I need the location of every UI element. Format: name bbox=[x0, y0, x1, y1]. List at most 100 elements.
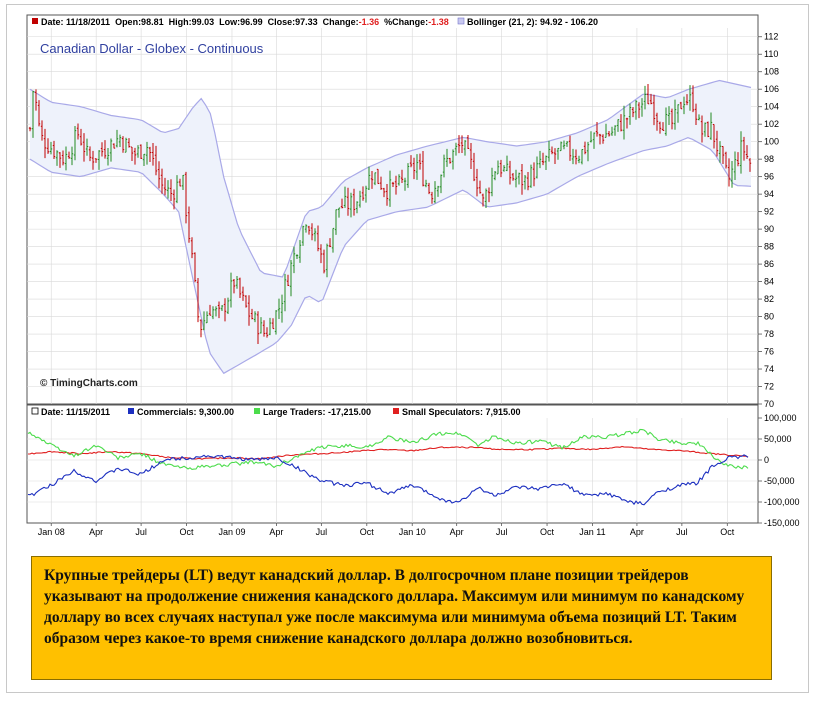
ohlc-bar bbox=[610, 126, 614, 136]
price-legend-text: Date: 11/18/2011 Open:98.81 High:99.03 Low:… bbox=[41, 17, 449, 27]
ohlc-bar bbox=[151, 143, 155, 166]
ohlc-bar bbox=[370, 171, 374, 189]
ohlc-bar bbox=[745, 145, 749, 159]
ohlc-bar bbox=[415, 154, 419, 180]
chart-svg: 112 110 108 106 104 102 100 98 96 94 92 90 88 86 84 82 8… bbox=[26, 14, 800, 537]
ohlc-bar bbox=[94, 158, 98, 163]
price-y-tick-label: 96 bbox=[764, 172, 774, 182]
ohlc-bar bbox=[193, 252, 197, 283]
ohlc-bar bbox=[412, 157, 416, 180]
ohlc-bar bbox=[604, 123, 608, 138]
legend-high: High:99.03 bbox=[169, 17, 215, 27]
ohlc-bar bbox=[373, 172, 377, 186]
ohlc-bar bbox=[442, 154, 446, 178]
ohlc-bar bbox=[367, 166, 371, 191]
ohlc-bar bbox=[709, 112, 713, 140]
ohlc-bar bbox=[637, 102, 641, 119]
ohlc-bar bbox=[673, 99, 677, 130]
watermark: © TimingCharts.com bbox=[40, 378, 138, 389]
ohlc-bar bbox=[358, 190, 362, 208]
ohlc-bar bbox=[400, 169, 404, 183]
x-tick-label: Oct bbox=[180, 527, 195, 537]
ohlc-bar bbox=[46, 138, 50, 154]
ohlc-bar bbox=[244, 295, 248, 308]
ohlc-bar bbox=[28, 126, 32, 132]
price-y-axis: 112 110 108 106 104 102 100 98 96 94 92 90 88 86 84 82 8… bbox=[758, 32, 779, 409]
ohlc-bar bbox=[676, 104, 680, 123]
ohlc-bar bbox=[385, 184, 389, 206]
ohlc-bar bbox=[145, 141, 149, 165]
ohlc-bar bbox=[148, 146, 152, 162]
cot-y-axis: 100,000 50,000 0 -50,000 -100,000 -150,000 bbox=[758, 413, 800, 528]
ohlc-bar bbox=[376, 168, 380, 185]
ohlc-bar bbox=[472, 152, 476, 182]
ohlc-bar bbox=[703, 122, 707, 137]
ohlc-bar bbox=[352, 188, 356, 216]
x-tick-label: Oct bbox=[540, 527, 555, 537]
ohlc-bar bbox=[466, 135, 470, 150]
commercials-legend-swatch bbox=[128, 408, 134, 414]
ohlc-bar bbox=[520, 163, 524, 195]
cot-lines bbox=[27, 428, 749, 506]
ohlc-bar bbox=[286, 274, 290, 287]
price-y-tick-label: 94 bbox=[764, 189, 774, 199]
ohlc-bar bbox=[214, 306, 218, 317]
ohlc-bar bbox=[562, 140, 566, 150]
ohlc-bar bbox=[601, 134, 605, 144]
legend-close: Close:97.33 bbox=[268, 17, 318, 27]
ohlc-bar bbox=[535, 156, 539, 179]
ohlc-bar bbox=[436, 185, 440, 197]
ohlc-bar bbox=[670, 108, 674, 130]
ohlc-bar bbox=[550, 146, 554, 155]
ohlc-bar bbox=[301, 225, 305, 246]
ohlc-bar bbox=[355, 201, 359, 214]
ohlc-bar bbox=[70, 146, 74, 166]
ohlc-bar bbox=[190, 237, 194, 259]
x-tick-label: Apr bbox=[269, 527, 283, 537]
ohlc-bar bbox=[229, 272, 233, 308]
ohlc-bar bbox=[184, 171, 188, 224]
ohlc-bar bbox=[313, 228, 317, 242]
ohlc-bar bbox=[250, 308, 254, 320]
ohlc-bar bbox=[163, 177, 167, 196]
ohlc-bar bbox=[691, 85, 695, 113]
ohlc-bar bbox=[100, 142, 104, 157]
legend-pct-value: -1.38 bbox=[428, 17, 449, 27]
ohlc-bar bbox=[463, 140, 467, 156]
ohlc-bar bbox=[157, 161, 161, 189]
ohlc-bar bbox=[616, 119, 620, 132]
bollinger-lower-line bbox=[29, 137, 752, 375]
ohlc-bar bbox=[595, 121, 599, 137]
x-tick-label: Jul bbox=[316, 527, 328, 537]
legend-change-value: -1.36 bbox=[359, 17, 380, 27]
ohlc-bar bbox=[508, 160, 512, 185]
ohlc-bar bbox=[43, 128, 47, 159]
price-y-tick-label: 112 bbox=[764, 32, 778, 42]
ohlc-bar bbox=[382, 187, 386, 198]
ohlc-bar bbox=[733, 151, 737, 181]
cot-legend-date: Date: 11/15/2011 bbox=[41, 407, 110, 417]
ohlc-bar bbox=[589, 131, 593, 143]
ohlc-bar bbox=[274, 310, 278, 335]
ohlc-bar bbox=[34, 89, 38, 111]
price-legend-swatch bbox=[32, 18, 38, 24]
legend-low: Low:96.99 bbox=[219, 17, 263, 27]
ohlc-bar bbox=[268, 317, 272, 336]
ohlc-bar bbox=[439, 174, 443, 194]
ohlc-bar bbox=[445, 148, 449, 167]
x-tick-label: Oct bbox=[720, 527, 735, 537]
ohlc-bar bbox=[421, 150, 425, 187]
commentary-text: Крупные трейдеры (LT) ведут канадский до… bbox=[44, 567, 745, 647]
price-y-tick-label: 106 bbox=[764, 84, 779, 94]
ohlc-bar bbox=[181, 174, 185, 190]
ohlc-bar bbox=[49, 141, 53, 155]
ohlc-bar bbox=[253, 311, 257, 323]
ohlc-bar bbox=[565, 141, 569, 147]
ohlc-bar bbox=[277, 298, 281, 319]
ohlc-bar bbox=[571, 148, 575, 165]
ohlc-bar bbox=[235, 275, 239, 289]
ohlc-bar bbox=[349, 192, 353, 218]
ohlc-bar bbox=[346, 187, 350, 216]
ohlc-bar bbox=[307, 225, 311, 235]
price-y-tick-label: 86 bbox=[764, 259, 774, 269]
